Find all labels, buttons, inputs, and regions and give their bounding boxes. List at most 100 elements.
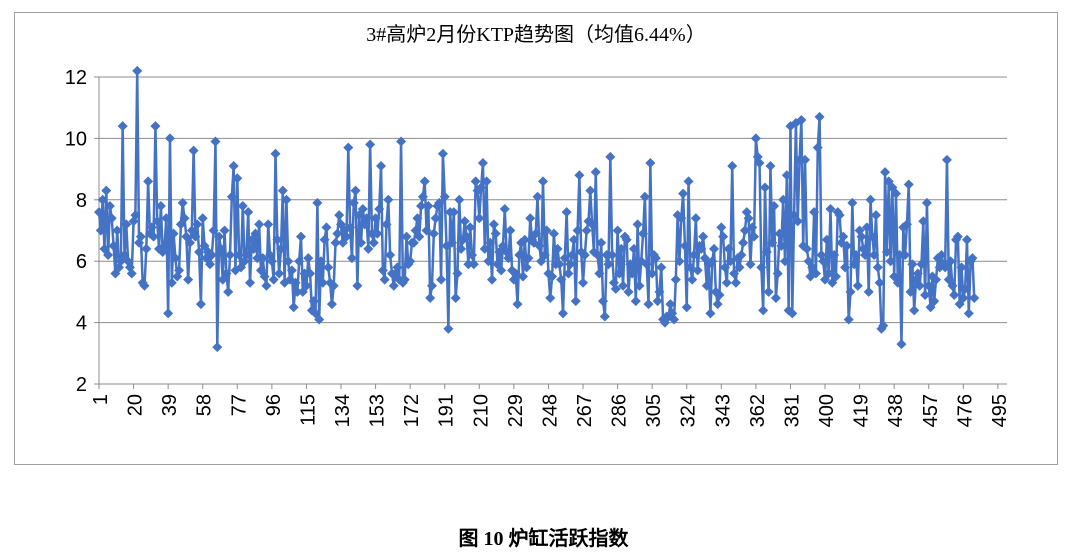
data-point bbox=[676, 213, 687, 224]
data-point bbox=[587, 219, 598, 230]
data-point bbox=[716, 222, 727, 233]
data-point bbox=[183, 274, 194, 285]
data-point bbox=[103, 250, 114, 261]
data-point bbox=[809, 207, 820, 218]
x-tick-label: 58 bbox=[194, 394, 216, 416]
data-point bbox=[195, 299, 206, 310]
data-point bbox=[346, 253, 357, 264]
data-point bbox=[721, 277, 732, 288]
data-point bbox=[840, 262, 851, 273]
data-point bbox=[745, 259, 756, 270]
data-point bbox=[870, 210, 881, 221]
data-point bbox=[718, 231, 729, 242]
data-point bbox=[627, 268, 638, 279]
data-point bbox=[679, 240, 690, 251]
x-tick-label: 96 bbox=[263, 394, 285, 416]
x-tick-label: 419 bbox=[851, 394, 873, 427]
data-point bbox=[483, 256, 494, 267]
data-point bbox=[290, 277, 301, 288]
y-tick-label: 4 bbox=[76, 313, 87, 335]
data-point bbox=[465, 222, 476, 233]
data-point bbox=[874, 277, 885, 288]
data-point bbox=[476, 182, 487, 193]
data-point bbox=[730, 277, 741, 288]
data-point bbox=[194, 246, 205, 257]
data-point bbox=[734, 262, 745, 273]
data-point bbox=[681, 302, 692, 313]
data-point bbox=[270, 148, 281, 159]
data-point bbox=[454, 194, 465, 205]
data-point bbox=[377, 265, 388, 276]
data-point bbox=[912, 268, 923, 279]
data-point bbox=[931, 274, 942, 285]
data-point bbox=[365, 139, 376, 150]
data-point bbox=[759, 182, 770, 193]
data-point bbox=[574, 170, 585, 181]
data-point bbox=[474, 213, 485, 224]
data-point bbox=[425, 293, 436, 304]
data-point bbox=[961, 234, 972, 245]
data-point bbox=[104, 200, 115, 211]
data-point bbox=[232, 173, 243, 184]
data-point bbox=[272, 234, 283, 245]
x-tick-label: 77 bbox=[228, 394, 250, 416]
data-point bbox=[958, 293, 969, 304]
data-point bbox=[170, 253, 181, 264]
data-point bbox=[294, 256, 305, 267]
data-point bbox=[487, 274, 498, 285]
data-point bbox=[603, 259, 614, 270]
data-point bbox=[519, 234, 530, 245]
data-point bbox=[372, 228, 383, 239]
x-tick-labels: 1 20 39 58 77 96 115 134 153 172 191 210 229 248 267 28… bbox=[90, 394, 1011, 427]
data-point bbox=[614, 268, 625, 279]
data-point bbox=[774, 228, 785, 239]
data-point bbox=[558, 308, 569, 319]
data-point bbox=[301, 280, 312, 291]
data-point bbox=[787, 308, 798, 319]
data-point bbox=[579, 250, 590, 261]
data-point bbox=[952, 231, 963, 242]
data-point bbox=[556, 274, 567, 285]
data-point bbox=[263, 219, 274, 230]
x-tick-label: 172 bbox=[401, 394, 423, 427]
data-point bbox=[647, 268, 658, 279]
x-tick-label: 438 bbox=[885, 394, 907, 427]
data-point bbox=[532, 191, 543, 202]
data-point bbox=[286, 265, 297, 276]
data-point bbox=[881, 246, 892, 257]
data-point bbox=[288, 302, 299, 313]
data-point bbox=[683, 176, 694, 187]
data-point bbox=[414, 231, 425, 242]
data-point bbox=[155, 200, 166, 211]
data-point bbox=[366, 228, 377, 239]
data-point bbox=[452, 268, 463, 279]
x-tick-label: 1 bbox=[90, 394, 112, 405]
data-point bbox=[592, 250, 603, 261]
data-point bbox=[139, 280, 150, 291]
axes bbox=[94, 76, 1007, 389]
data-point bbox=[95, 225, 106, 236]
data-point bbox=[436, 274, 447, 285]
data-point bbox=[481, 176, 492, 187]
data-point bbox=[849, 259, 860, 270]
data-point bbox=[517, 271, 528, 282]
data-point bbox=[825, 204, 836, 215]
data-point bbox=[228, 161, 239, 172]
data-point bbox=[505, 225, 516, 236]
data-point bbox=[945, 256, 956, 267]
y-tick-label: 2 bbox=[76, 374, 87, 396]
data-point bbox=[477, 157, 488, 168]
y-tick-labels: 2 4 6 8 10 12 bbox=[65, 67, 87, 396]
data-point bbox=[590, 167, 601, 178]
data-point bbox=[916, 259, 927, 270]
data-point bbox=[565, 259, 576, 270]
x-tick-label: 191 bbox=[436, 394, 458, 427]
data-point bbox=[312, 197, 323, 208]
data-point bbox=[801, 243, 812, 254]
data-point bbox=[166, 277, 177, 288]
data-point bbox=[468, 259, 479, 270]
data-point bbox=[177, 197, 188, 208]
data-point bbox=[523, 253, 534, 264]
data-point bbox=[698, 231, 709, 242]
data-point bbox=[563, 268, 574, 279]
